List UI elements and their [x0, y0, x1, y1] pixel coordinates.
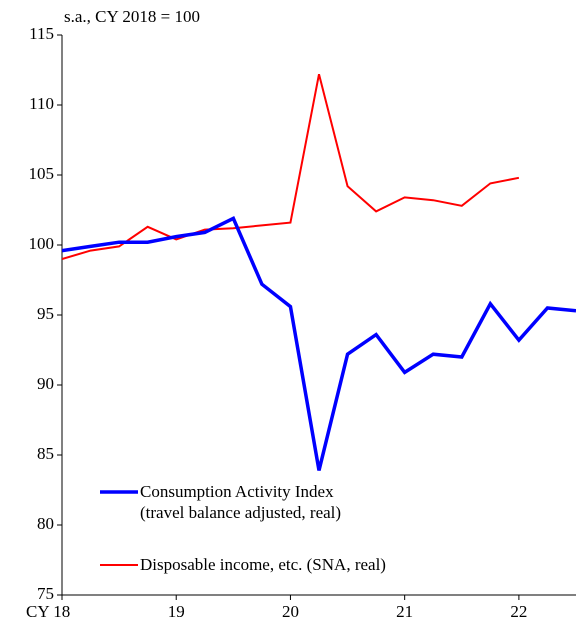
x-tick-label: 19	[168, 602, 185, 621]
x-tick-label: 22	[510, 602, 527, 621]
y-tick-label: 85	[37, 444, 54, 463]
y-tick-label: 80	[37, 514, 54, 533]
y-tick-label: 105	[29, 164, 55, 183]
y-tick-label: 90	[37, 374, 54, 393]
y-tick-label: 115	[29, 24, 54, 43]
series-line	[62, 216, 576, 471]
x-tick-label: 20	[282, 602, 299, 621]
y-tick-label: 75	[37, 584, 54, 603]
x-tick-label: 21	[396, 602, 413, 621]
y-tick-label: 95	[37, 304, 54, 323]
x-tick-label: CY 18	[26, 602, 70, 621]
legend-label: Consumption Activity Index (travel balan…	[140, 482, 342, 522]
legend-label: Disposable income, etc. (SNA, real)	[140, 555, 386, 574]
series-line	[62, 73, 520, 260]
y-tick-label: 110	[29, 94, 54, 113]
unit-label: s.a., CY 2018 = 100	[64, 7, 200, 26]
y-tick-label: 100	[29, 234, 55, 253]
plot-lines	[62, 73, 576, 471]
